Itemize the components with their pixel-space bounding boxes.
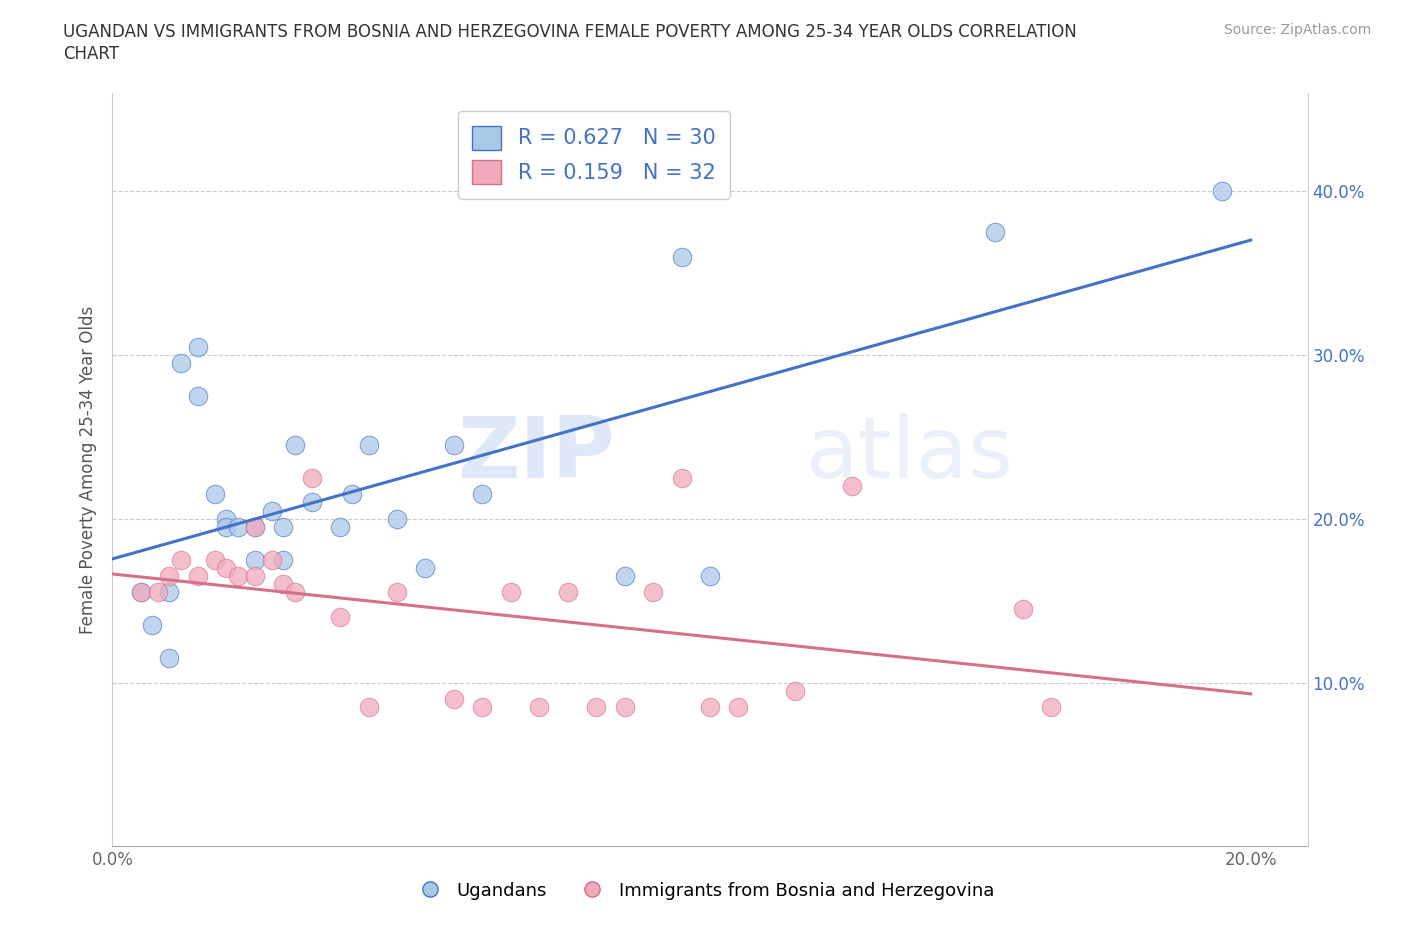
Point — [699, 568, 721, 583]
Point — [443, 692, 465, 707]
Point — [385, 512, 408, 526]
Point — [204, 552, 226, 567]
Point — [243, 520, 266, 535]
Point — [983, 225, 1005, 240]
Point — [226, 568, 249, 583]
Point — [243, 568, 266, 583]
Point — [499, 585, 522, 600]
Point — [260, 503, 283, 518]
Point — [226, 520, 249, 535]
Point — [785, 684, 807, 698]
Point — [557, 585, 579, 600]
Point — [284, 438, 307, 453]
Point — [699, 699, 721, 714]
Point — [340, 486, 363, 501]
Point — [301, 495, 323, 510]
Point — [170, 356, 193, 371]
Point — [471, 486, 494, 501]
Point — [243, 520, 266, 535]
Point — [215, 520, 238, 535]
Point — [643, 585, 665, 600]
Point — [157, 585, 180, 600]
Point — [1040, 699, 1063, 714]
Point — [260, 552, 283, 567]
Point — [329, 520, 352, 535]
Point — [146, 585, 169, 600]
Point — [129, 585, 152, 600]
Point — [1211, 184, 1233, 199]
Legend: Ugandans, Immigrants from Bosnia and Herzegovina: Ugandans, Immigrants from Bosnia and Her… — [404, 874, 1002, 907]
Point — [727, 699, 749, 714]
Point — [243, 552, 266, 567]
Text: ZIP: ZIP — [457, 413, 614, 496]
Point — [301, 471, 323, 485]
Point — [215, 512, 238, 526]
Legend: R = 0.627   N = 30, R = 0.159   N = 32: R = 0.627 N = 30, R = 0.159 N = 32 — [457, 111, 730, 199]
Point — [284, 585, 307, 600]
Point — [141, 618, 163, 632]
Point — [357, 438, 380, 453]
Point — [329, 609, 352, 624]
Point — [385, 585, 408, 600]
Text: atlas: atlas — [806, 413, 1014, 496]
Point — [613, 699, 636, 714]
Text: UGANDAN VS IMMIGRANTS FROM BOSNIA AND HERZEGOVINA FEMALE POVERTY AMONG 25-34 YEA: UGANDAN VS IMMIGRANTS FROM BOSNIA AND HE… — [63, 23, 1077, 41]
Text: CHART: CHART — [63, 45, 120, 62]
Point — [157, 651, 180, 666]
Point — [585, 699, 607, 714]
Point — [187, 389, 209, 404]
Point — [529, 699, 551, 714]
Point — [841, 479, 863, 494]
Text: Source: ZipAtlas.com: Source: ZipAtlas.com — [1223, 23, 1371, 37]
Point — [129, 585, 152, 600]
Point — [271, 552, 294, 567]
Point — [215, 561, 238, 576]
Y-axis label: Female Poverty Among 25-34 Year Olds: Female Poverty Among 25-34 Year Olds — [79, 306, 97, 633]
Point — [613, 568, 636, 583]
Point — [271, 520, 294, 535]
Point — [471, 699, 494, 714]
Point — [204, 486, 226, 501]
Point — [271, 577, 294, 591]
Point — [170, 552, 193, 567]
Point — [671, 249, 693, 264]
Point — [415, 561, 437, 576]
Point — [187, 568, 209, 583]
Point — [157, 568, 180, 583]
Point — [1012, 602, 1035, 617]
Point — [671, 471, 693, 485]
Point — [187, 339, 209, 354]
Point — [357, 699, 380, 714]
Point — [443, 438, 465, 453]
